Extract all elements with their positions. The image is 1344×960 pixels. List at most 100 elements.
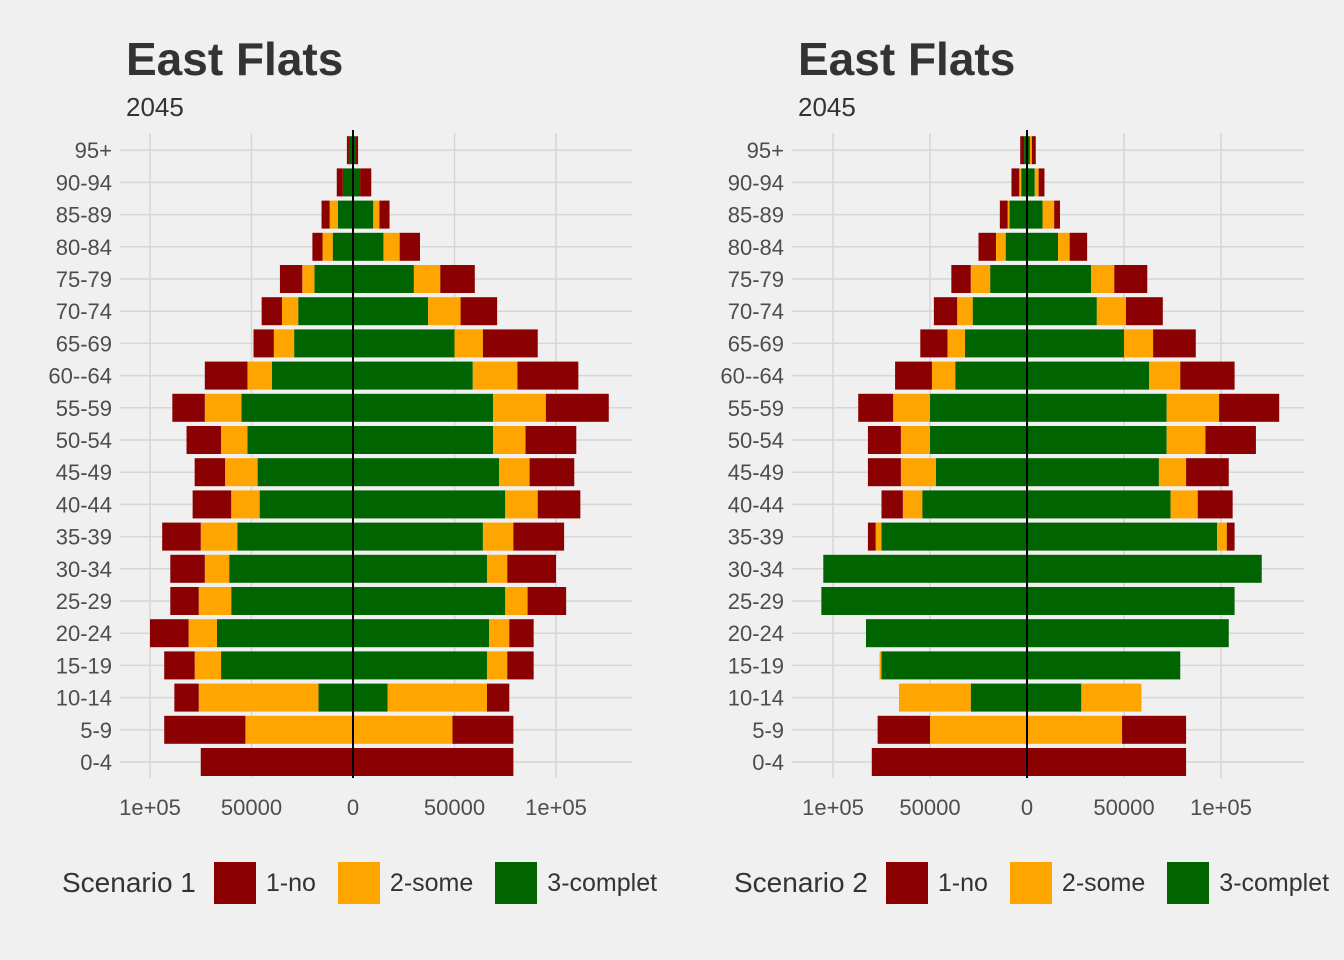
bar-3-complet-left-10-14	[318, 683, 353, 712]
bar-2-some-left-35-39	[200, 522, 238, 551]
y-tick-label: 65-69	[56, 331, 112, 356]
bar-3-complet-left-20-24	[865, 619, 1027, 648]
x-tick-label: 0	[1021, 795, 1033, 820]
legend-swatch-2-some	[337, 862, 380, 904]
bar-2-some-right-25-29	[505, 587, 528, 615]
y-tick-label: 5-9	[80, 718, 112, 743]
bar-3-complet-right-70-74	[353, 297, 429, 326]
bar-3-complet-right-25-29	[1027, 587, 1235, 615]
chart-title: East Flats	[126, 33, 344, 85]
legend-label-3-complet: 3-complet	[547, 868, 658, 897]
bar-1-no-left-65-69	[920, 329, 948, 358]
bar-3-complet-right-80-84	[353, 232, 384, 261]
legend-label-1-no: 1-no	[937, 868, 988, 897]
bar-3-complet-left-30-34	[229, 554, 353, 583]
y-tick-label: 75-79	[56, 267, 112, 292]
bar-1-no-left-5-9	[164, 715, 246, 744]
x-tick-label: 50000	[899, 795, 960, 820]
bar-3-complet-left-15-19	[881, 651, 1027, 680]
bar-2-some-left-25-29	[198, 587, 232, 615]
bar-1-no-right-40-44	[537, 490, 581, 519]
bar-1-no-right-75-79	[440, 265, 475, 293]
bar-1-no-right-60--64	[1180, 361, 1235, 390]
bar-1-no-left-50-54	[867, 426, 901, 454]
bar-1-no-right-65-69	[1153, 329, 1196, 358]
bar-1-no-right-90-94	[360, 168, 372, 197]
y-tick-label: 55-59	[56, 396, 112, 421]
bar-3-complet-right-65-69	[353, 329, 455, 358]
bar-1-no-right-50-54	[525, 426, 577, 454]
bar-3-complet-left-35-39	[237, 522, 353, 551]
bar-2-some-left-5-9	[245, 715, 353, 744]
bar-3-complet-left-75-79	[314, 265, 353, 293]
y-tick-label: 10-14	[728, 686, 784, 711]
y-tick-label: 55-59	[728, 396, 784, 421]
bar-3-complet-right-50-54	[1027, 426, 1167, 454]
bar-1-no-left-55-59	[858, 393, 894, 422]
bar-1-no-left-40-44	[881, 490, 903, 519]
bar-2-some-left-80-84	[322, 232, 333, 261]
bar-3-complet-right-40-44	[1027, 490, 1171, 519]
bar-2-some-right-35-39	[1217, 522, 1227, 551]
bar-2-some-left-55-59	[893, 393, 930, 422]
bar-3-complet-right-20-24	[353, 619, 490, 648]
y-tick-label: 75-79	[728, 267, 784, 292]
y-tick-label: 70-74	[728, 299, 784, 324]
bar-2-some-left-45-49	[900, 458, 936, 487]
bar-2-some-left-50-54	[221, 426, 248, 454]
bar-3-complet-left-45-49	[935, 458, 1027, 487]
bar-2-some-left-90-94	[1019, 168, 1022, 197]
bar-3-complet-right-15-19	[1027, 651, 1181, 680]
y-tick-label: 50-54	[56, 428, 112, 453]
x-tick-label: 0	[347, 795, 359, 820]
x-tick-label: 1e+05	[1190, 795, 1252, 820]
bar-2-some-left-50-54	[900, 426, 930, 454]
bar-3-complet-left-60--64	[955, 361, 1027, 390]
bar-1-no-left-80-84	[312, 232, 323, 261]
y-tick-label: 5-9	[752, 718, 784, 743]
bar-3-complet-right-75-79	[353, 265, 414, 293]
bar-2-some-left-85-89	[1007, 200, 1010, 229]
bar-3-complet-left-60--64	[271, 361, 353, 390]
legend-label-3-complet: 3-complet	[1219, 868, 1330, 897]
bar-3-complet-right-95+	[353, 136, 357, 165]
bar-2-some-right-60--64	[472, 361, 518, 390]
bar-1-no-right-85-89	[1054, 200, 1060, 229]
bar-3-complet-left-95+	[1024, 136, 1027, 165]
bar-1-no-right-70-74	[460, 297, 498, 326]
bar-3-complet-left-40-44	[922, 490, 1027, 519]
bar-2-some-right-50-54	[1166, 426, 1206, 454]
chart-panel-2: East Flats 2045 0-4 5-9 10-14 15-19 20-24 25-…	[672, 0, 1344, 960]
legend-label-2-some: 2-some	[1061, 868, 1146, 897]
y-tick-label: 60--64	[48, 364, 112, 389]
legend-scenario-2: Scenario 2 1-no 2-some 3-complet	[734, 858, 1329, 908]
bar-1-no-right-75-79	[1114, 265, 1148, 293]
y-tick-label: 95+	[747, 138, 784, 163]
bar-3-complet-right-85-89	[1027, 200, 1043, 229]
bar-1-no-right-80-84	[399, 232, 420, 261]
bar-2-some-right-80-84	[1058, 232, 1070, 261]
bar-3-complet-left-15-19	[221, 651, 353, 680]
bar-1-no-left-90-94	[1011, 168, 1020, 197]
bar-2-some-right-65-69	[454, 329, 483, 358]
bar-1-no-left-80-84	[978, 232, 996, 261]
bar-2-some-right-60--64	[1149, 361, 1181, 390]
bar-2-some-right-80-84	[383, 232, 400, 261]
bar-1-no-left-0-4	[871, 748, 1027, 776]
bar-1-no-right-5-9	[1122, 715, 1187, 744]
bar-1-no-left-90-94	[336, 168, 343, 197]
bar-1-no-right-35-39	[1226, 522, 1235, 551]
bar-2-some-left-65-69	[273, 329, 295, 358]
legend-label-1-no: 1-no	[265, 868, 316, 897]
y-tick-label: 20-24	[56, 621, 112, 646]
legend-swatch-3-complet	[495, 862, 538, 904]
y-tick-label: 95+	[75, 138, 112, 163]
bar-3-complet-left-30-34	[823, 554, 1027, 583]
bar-3-complet-right-45-49	[353, 458, 500, 487]
bar-3-complet-left-65-69	[964, 329, 1027, 358]
bar-3-complet-right-55-59	[1027, 393, 1167, 422]
bar-3-complet-right-25-29	[353, 587, 506, 615]
y-tick-label: 60--64	[720, 364, 784, 389]
bar-1-no-left-85-89	[999, 200, 1008, 229]
y-tick-label: 20-24	[728, 621, 784, 646]
